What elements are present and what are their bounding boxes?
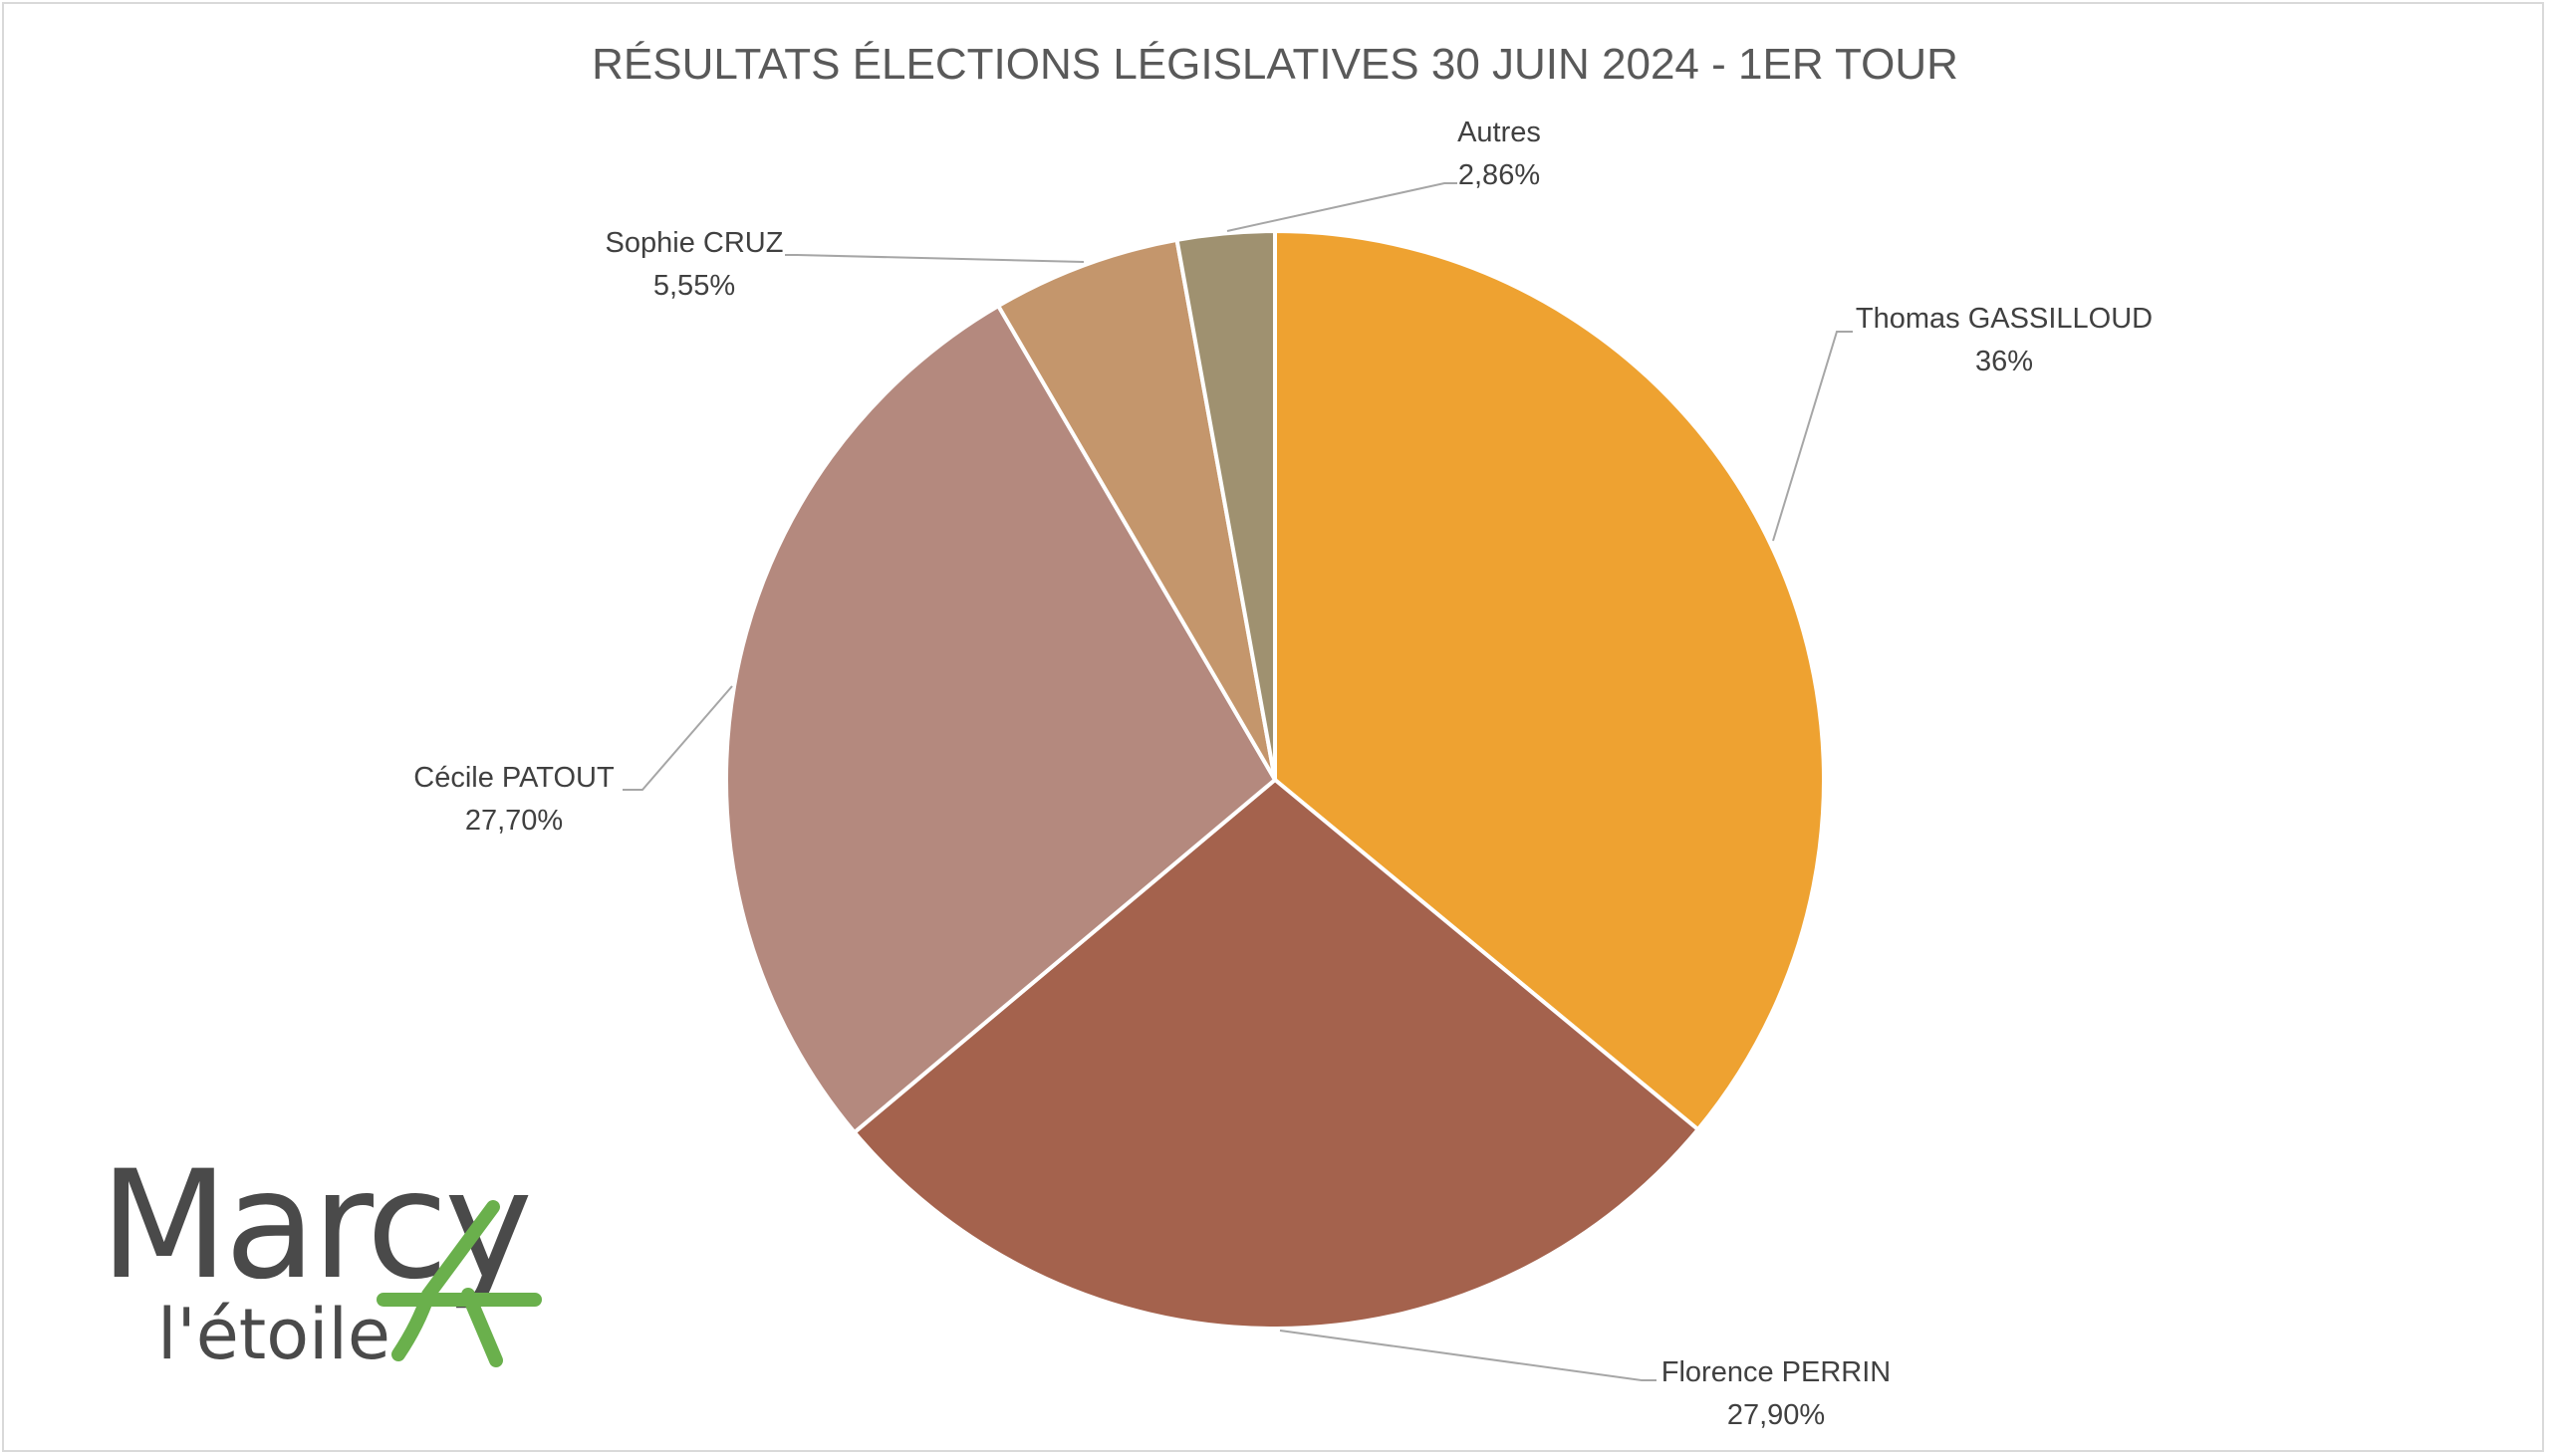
chart-title: RÉSULTATS ÉLECTIONS LÉGISLATIVES 30 JUIN… bbox=[592, 40, 1958, 89]
pie-slice bbox=[995, 237, 1277, 782]
slice-value-label: 2,86% bbox=[1458, 159, 1540, 191]
leader-line bbox=[1279, 1330, 1657, 1381]
slice-value-label: 27,70% bbox=[465, 805, 563, 837]
pie-slice bbox=[851, 777, 1701, 1331]
data-labels: Thomas GASSILLOUD 36% Florence PERRIN 27,90… bbox=[413, 117, 2153, 1431]
logo-line2: l'étoile bbox=[157, 1294, 390, 1375]
leader-line bbox=[623, 685, 733, 791]
slice-label: Cécile PATOUT bbox=[413, 762, 615, 794]
leader-line bbox=[785, 254, 1085, 263]
slice-label: Florence PERRIN bbox=[1661, 1356, 1891, 1388]
slice-label: Autres bbox=[1457, 117, 1541, 148]
leader-line bbox=[1226, 182, 1457, 232]
slice-value-label: 5,55% bbox=[653, 270, 735, 302]
leader-lines bbox=[623, 182, 1853, 1381]
logo-line1: Marcy bbox=[100, 1139, 529, 1313]
pie-slice bbox=[724, 303, 1278, 1135]
slice-label: Thomas GASSILLOUD bbox=[1856, 303, 2153, 335]
pie-slices bbox=[724, 228, 1826, 1331]
leader-line bbox=[1772, 331, 1853, 542]
marcy-letoile-logo: Marcy l'étoile bbox=[100, 1139, 542, 1375]
slice-value-label: 36% bbox=[1975, 346, 2033, 377]
pie-slice bbox=[1174, 228, 1277, 781]
slice-label: Sophie CRUZ bbox=[606, 227, 784, 259]
slice-value-label: 27,90% bbox=[1727, 1399, 1825, 1431]
logo-star-icon bbox=[377, 1200, 542, 1367]
pie-slice bbox=[1273, 228, 1826, 1132]
